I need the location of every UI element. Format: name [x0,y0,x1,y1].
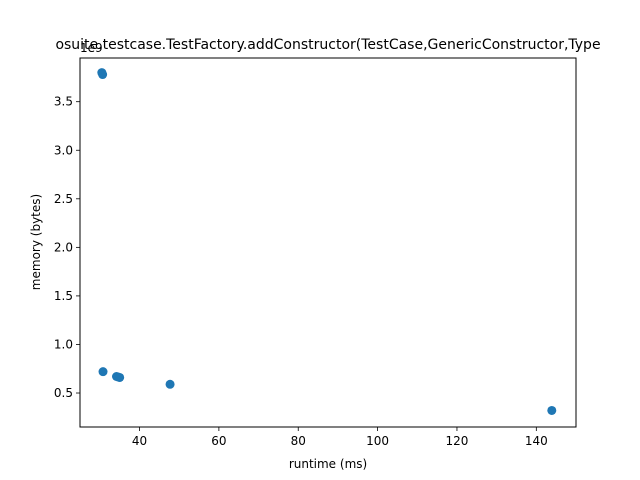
x-tick-label: 140 [525,434,548,448]
scatter-point [115,372,125,382]
y-tick-label: 1.5 [54,289,73,303]
x-axis-ticks: 40 60 80 100 120 140 [132,427,548,448]
axes-frame [79,57,577,428]
scatter-point [547,405,557,415]
y-tick-label: 0.5 [54,386,73,400]
points-layer [97,68,557,415]
chart-title: osuite.testcase.TestFactory.addConstruct… [55,37,600,53]
y-tick-label: 2.0 [54,240,73,254]
y-axis-label: memory (bytes) [29,194,43,290]
y-tick-label: 3.0 [54,143,73,157]
x-tick-label: 80 [291,434,306,448]
x-axis-label: runtime (ms) [289,457,367,471]
scatter-point [98,367,108,377]
x-tick-label: 40 [132,434,147,448]
y-axis-offset-label: 1e9 [80,41,103,55]
y-axis-ticks: 0.5 1.0 1.5 2.0 2.5 3.0 3.5 [54,95,80,400]
x-tick-label: 60 [211,434,226,448]
x-tick-label: 100 [366,434,389,448]
scatter-point [165,379,175,389]
scatter-point [98,70,108,80]
y-tick-label: 3.5 [54,95,73,109]
y-tick-label: 1.0 [54,337,73,351]
y-tick-label: 2.5 [54,192,73,206]
x-tick-label: 120 [446,434,469,448]
plot-area [80,58,576,427]
